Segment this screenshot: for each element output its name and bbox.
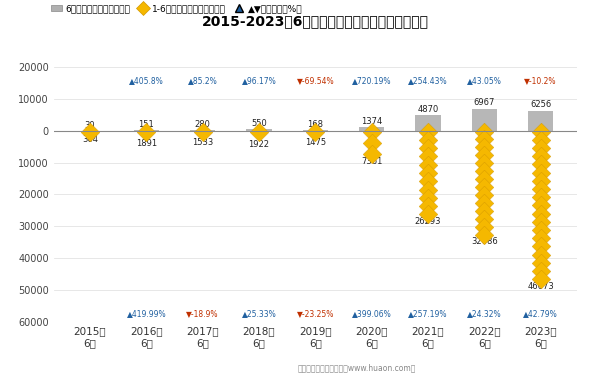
Point bbox=[480, 152, 489, 158]
Point bbox=[480, 137, 489, 142]
Point bbox=[480, 192, 489, 198]
Point bbox=[423, 187, 433, 193]
Text: 280: 280 bbox=[195, 120, 211, 129]
Text: ▲85.2%: ▲85.2% bbox=[188, 76, 218, 85]
Legend: 6月期货成交金额（亿元）, 1-6月期货成交金额（亿元）, ▲▼同比增长（%）: 6月期货成交金额（亿元）, 1-6月期货成交金额（亿元）, ▲▼同比增长（%） bbox=[48, 1, 306, 17]
Text: ▼-23.25%: ▼-23.25% bbox=[297, 309, 334, 318]
Bar bbox=[359, 126, 384, 131]
Point bbox=[367, 140, 377, 146]
Text: ▲419.99%: ▲419.99% bbox=[127, 309, 166, 318]
Point bbox=[423, 162, 433, 168]
Point bbox=[85, 129, 95, 135]
Text: ▲96.17%: ▲96.17% bbox=[242, 76, 277, 85]
Text: ▲42.79%: ▲42.79% bbox=[523, 309, 558, 318]
Text: ▼-18.9%: ▼-18.9% bbox=[186, 309, 219, 318]
Text: 30: 30 bbox=[84, 121, 95, 130]
Text: 168: 168 bbox=[308, 120, 323, 129]
Text: ▲24.32%: ▲24.32% bbox=[467, 309, 502, 318]
Point bbox=[423, 203, 433, 209]
Point bbox=[536, 243, 546, 249]
Text: ▲254.43%: ▲254.43% bbox=[408, 76, 448, 85]
Point bbox=[423, 129, 433, 135]
Point bbox=[480, 129, 489, 135]
Text: 32686: 32686 bbox=[471, 237, 498, 246]
Point bbox=[423, 178, 433, 184]
Point bbox=[480, 216, 489, 222]
Text: ▲720.19%: ▲720.19% bbox=[352, 76, 392, 85]
Text: 6967: 6967 bbox=[474, 98, 495, 107]
Bar bbox=[415, 116, 441, 131]
Point bbox=[142, 129, 151, 135]
Text: ▲25.33%: ▲25.33% bbox=[242, 309, 277, 318]
Point bbox=[311, 129, 320, 135]
Point bbox=[480, 168, 489, 174]
Point bbox=[480, 160, 489, 166]
Point bbox=[423, 170, 433, 176]
Point bbox=[536, 219, 546, 225]
Point bbox=[480, 144, 489, 150]
Text: ▲399.06%: ▲399.06% bbox=[352, 309, 392, 318]
Text: 制图：华经产业研究院（www.huaon.com）: 制图：华经产业研究院（www.huaon.com） bbox=[298, 363, 416, 372]
Point bbox=[536, 268, 546, 274]
Point bbox=[536, 227, 546, 233]
Point bbox=[536, 260, 546, 266]
Point bbox=[536, 145, 546, 151]
Point bbox=[480, 200, 489, 206]
Point bbox=[536, 276, 546, 282]
Bar bbox=[528, 111, 553, 131]
Point bbox=[367, 129, 377, 135]
Text: ▼-10.2%: ▼-10.2% bbox=[524, 76, 557, 85]
Point bbox=[480, 224, 489, 230]
Text: ▲43.05%: ▲43.05% bbox=[467, 76, 502, 85]
Text: 4870: 4870 bbox=[417, 105, 439, 114]
Point bbox=[423, 195, 433, 201]
Text: 46673: 46673 bbox=[527, 282, 554, 291]
Point bbox=[536, 169, 546, 175]
Title: 2015-2023年6月上海期货交易所锡期货成交金额: 2015-2023年6月上海期货交易所锡期货成交金额 bbox=[202, 15, 429, 29]
Point bbox=[536, 202, 546, 208]
Point bbox=[536, 129, 546, 135]
Point bbox=[536, 178, 546, 184]
Text: ▲405.8%: ▲405.8% bbox=[129, 76, 164, 85]
Text: 364: 364 bbox=[82, 135, 98, 144]
Text: 7361: 7361 bbox=[361, 157, 383, 166]
Point bbox=[536, 186, 546, 192]
Point bbox=[198, 129, 208, 135]
Point bbox=[423, 153, 433, 159]
Point bbox=[480, 176, 489, 182]
Text: 151: 151 bbox=[139, 120, 154, 129]
Point bbox=[254, 129, 264, 135]
Point bbox=[536, 211, 546, 217]
Text: 26293: 26293 bbox=[415, 217, 441, 226]
Text: ▲257.19%: ▲257.19% bbox=[408, 309, 448, 318]
Text: 550: 550 bbox=[251, 119, 267, 128]
Bar bbox=[246, 129, 272, 131]
Text: ▼-69.54%: ▼-69.54% bbox=[296, 76, 334, 85]
Point bbox=[423, 145, 433, 151]
Point bbox=[367, 151, 377, 157]
Text: 1533: 1533 bbox=[192, 138, 214, 147]
Bar bbox=[472, 109, 497, 131]
Point bbox=[536, 235, 546, 241]
Text: 1374: 1374 bbox=[361, 117, 383, 126]
Point bbox=[480, 232, 489, 238]
Text: 1475: 1475 bbox=[305, 138, 326, 147]
Text: 1891: 1891 bbox=[136, 140, 157, 148]
Point bbox=[536, 153, 546, 159]
Text: 6256: 6256 bbox=[530, 101, 552, 110]
Point bbox=[536, 194, 546, 200]
Point bbox=[536, 252, 546, 258]
Point bbox=[536, 161, 546, 167]
Point bbox=[536, 137, 546, 143]
Point bbox=[423, 211, 433, 217]
Point bbox=[480, 184, 489, 190]
Point bbox=[480, 208, 489, 214]
Bar bbox=[190, 130, 215, 131]
Text: 1922: 1922 bbox=[249, 140, 270, 148]
Point bbox=[423, 137, 433, 143]
